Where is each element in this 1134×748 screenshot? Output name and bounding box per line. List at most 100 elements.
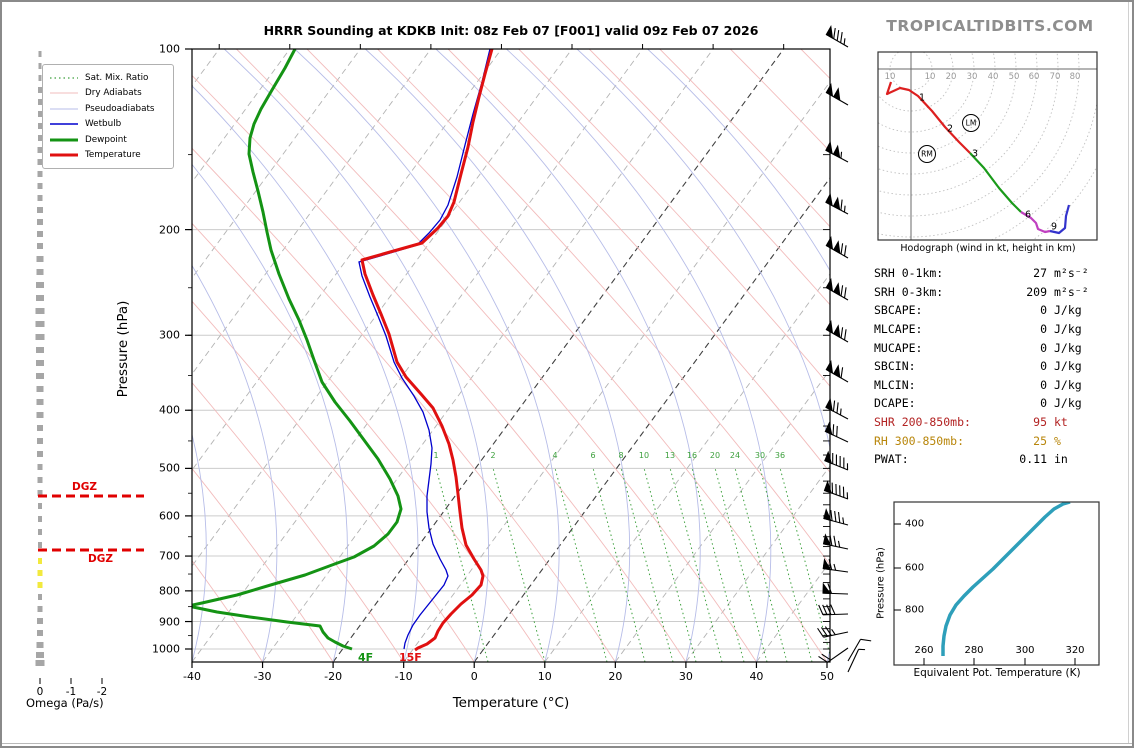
omega-bar (37, 219, 43, 225)
stat-row: SRH 0-1km: 27 m²s⁻² (874, 264, 1106, 283)
stat-row: RH 300-850mb: 25 % (874, 431, 1106, 450)
stat-label: PWAT: (874, 452, 909, 467)
wind-barb (825, 83, 849, 106)
wind-barb (824, 450, 849, 471)
stat-row: SHR 200-850mb: 95 kt (874, 413, 1106, 432)
omega-bar (38, 558, 42, 564)
pressure-tick-label: 400 (159, 403, 180, 417)
omega-bar (37, 207, 43, 213)
omega-bar (37, 630, 43, 636)
wind-barb (847, 638, 872, 662)
stat-unit: m²s⁻² (1054, 284, 1089, 299)
wind-barb (825, 360, 849, 383)
hodograph-height-label: 6 (1024, 209, 1032, 221)
omega-tick-label: -1 (65, 686, 77, 698)
omega-bar (38, 529, 42, 535)
legend-line-sample (50, 77, 78, 79)
wind-barb (822, 533, 849, 550)
stat-row: MLCAPE: 0 J/kg (874, 320, 1106, 339)
omega-bar (38, 63, 42, 69)
temp-tick-label: 40 (749, 670, 764, 683)
omega-bar (37, 147, 43, 153)
isotherms (192, 49, 830, 662)
stat-label: SBCIN: (874, 359, 916, 374)
plot-frame (191, 48, 831, 663)
omega-tick-label: 0 (36, 686, 44, 698)
mixing-ratio-label: 2 (490, 451, 496, 460)
legend-item-label: Sat. Mix. Ratio (85, 72, 149, 83)
omega-bar (38, 123, 42, 129)
temperature-curve (360, 49, 494, 652)
wind-barb (818, 647, 849, 663)
omega-bar (36, 642, 44, 648)
legend-item: Wetbulb (49, 117, 167, 133)
wind-barb (825, 192, 849, 215)
stat-row: SBCIN: 0 J/kg (874, 357, 1106, 376)
legend-item: Temperature (49, 148, 167, 164)
pressure-tick-label: 500 (159, 461, 180, 475)
watermark: TROPICALTIDBITS.COM (886, 17, 1094, 35)
omega-bar (36, 360, 44, 366)
stat-row: SRH 0-3km: 209 m²s⁻² (874, 283, 1106, 302)
pressure-tick-label: 800 (159, 584, 180, 598)
temp-tick-label: 0 (470, 670, 478, 683)
stat-value: 27 (1033, 266, 1047, 281)
omega-bar (37, 425, 43, 431)
legend-line-sample (50, 92, 78, 94)
stat-label: RH 300-850mb: (874, 433, 965, 448)
mixing-ratio-label: 36 (774, 451, 786, 460)
thetae-pressure-title: Pressure (hPa) (875, 547, 887, 619)
legend-line-sample (50, 153, 78, 157)
stat-unit: J/kg (1054, 396, 1082, 411)
wind-barb (818, 604, 849, 616)
stat-value: 0 (1040, 322, 1047, 337)
wind-barb (817, 626, 849, 638)
dgz-label-upper: DGZ (72, 481, 97, 493)
mixing-ratio-label: 10 (638, 451, 650, 460)
wind-barb (825, 25, 849, 48)
hodograph-ring-label: 60 (1028, 72, 1040, 82)
stat-unit: % (1054, 433, 1061, 448)
wind-barb (847, 648, 866, 673)
stat-label: SHR 200-850mb: (874, 415, 971, 430)
omega-bar (37, 582, 43, 588)
legend-item-label: Pseudoadiabats (85, 103, 155, 114)
wind-barb (825, 397, 849, 420)
thetae-xtick-label: 260 (914, 645, 934, 656)
hodograph-trace (969, 152, 1022, 213)
omega-bar (37, 171, 43, 177)
omega-bar (37, 618, 43, 624)
stat-value: 0 (1040, 359, 1047, 374)
stat-row: MLCIN: 0 J/kg (874, 376, 1106, 395)
wind-barb (822, 557, 849, 573)
storm-motion-label: LM (965, 118, 977, 128)
thetae-xtick-label: 280 (964, 645, 984, 656)
legend-item: Dry Adiabats (49, 86, 167, 102)
legend-item-label: Wetbulb (85, 119, 122, 130)
omega-bar (37, 464, 43, 470)
omega-bar (38, 99, 42, 105)
stat-value: 25 (1033, 433, 1047, 448)
hodograph-rings (878, 52, 1097, 240)
mixing-ratio-label: 6 (590, 451, 596, 460)
wind-barb (825, 278, 849, 301)
wind-barb (823, 480, 849, 500)
pressure-axis-title: Pressure (hPa) (115, 300, 131, 398)
omega-bar (37, 231, 43, 237)
stats-panel: SRH 0-1km: 27 m²s⁻² SRH 0-3km: 209 m²s⁻² S… (874, 264, 1106, 469)
stat-value: 95 (1033, 415, 1047, 430)
storm-motion-label: RM (921, 149, 933, 159)
pressure-tick-label: 100 (159, 42, 180, 56)
omega-bar (36, 399, 44, 405)
hodograph-ring-label: 70 (1049, 72, 1061, 82)
stat-label: MUCAPE: (874, 340, 923, 355)
thetae-ytick-label: 600 (905, 562, 925, 574)
mixing-ratio-label: 13 (664, 451, 676, 460)
omega-bar (35, 334, 45, 340)
stat-value: 0 (1040, 377, 1047, 392)
omega-bar (37, 606, 43, 612)
stat-label: SRH 0-1km: (874, 266, 944, 281)
omega-bar (36, 269, 44, 275)
stat-row: SBCAPE: 0 J/kg (874, 301, 1106, 320)
